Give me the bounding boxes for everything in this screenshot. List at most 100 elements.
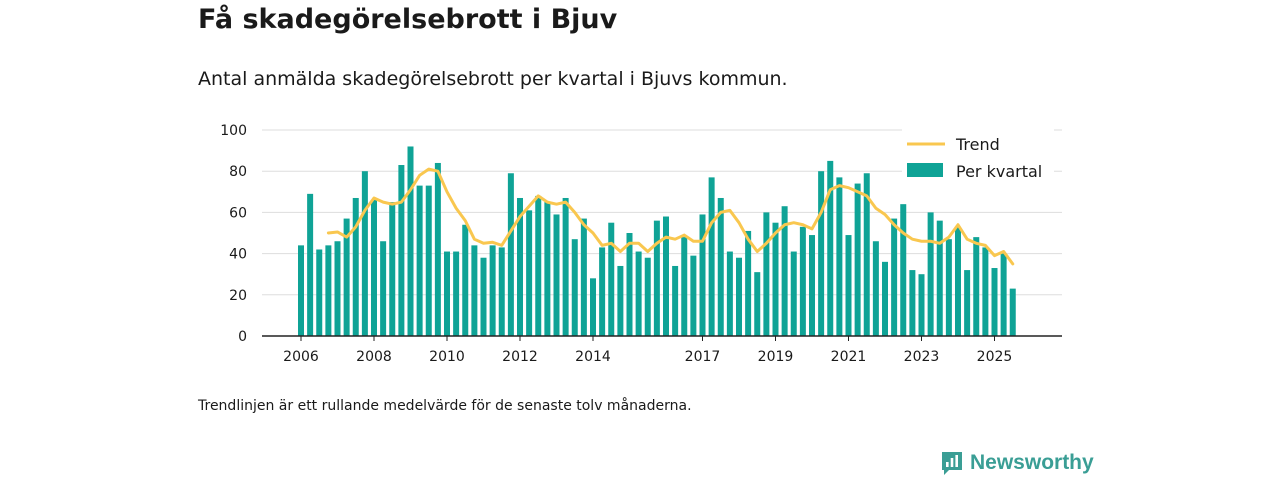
bar-57 (818, 171, 825, 336)
legend-label-per-kvartal: Per kvartal (956, 162, 1042, 181)
bar-53 (781, 206, 788, 336)
bar-54 (790, 251, 797, 336)
bar-56 (809, 235, 815, 336)
bar-5 (343, 218, 350, 336)
bar-78 (1009, 288, 1016, 336)
bar-50 (754, 272, 761, 336)
y-tick-label-80: 80 (229, 164, 247, 180)
bar-36 (626, 233, 633, 336)
trend-series (326, 167, 1015, 266)
bar-25 (526, 210, 533, 336)
bar-69 (927, 212, 934, 336)
bar-76 (991, 268, 998, 336)
bar-31 (580, 218, 587, 336)
bar-26 (535, 195, 542, 336)
bar-47 (726, 251, 733, 336)
bar-21 (489, 245, 496, 336)
bar-33 (599, 247, 606, 336)
bar-19 (471, 245, 478, 336)
bar-9 (380, 241, 387, 336)
bar-45 (708, 177, 715, 336)
x-tick-label-2012: 2012 (502, 349, 538, 365)
bar-30 (571, 239, 578, 336)
bar-68 (918, 274, 925, 336)
bar-59 (836, 177, 843, 336)
bar-35 (617, 265, 624, 336)
newsworthy-logo-icon (942, 452, 962, 475)
bar-40 (663, 216, 669, 336)
bar-29 (562, 197, 569, 336)
bar-2 (316, 249, 323, 336)
newsworthy-brand[interactable]: Newsworthy (940, 450, 1094, 476)
bar-61 (854, 183, 861, 336)
x-tick-label-2019: 2019 (758, 349, 794, 365)
bar-20 (480, 257, 487, 336)
bar-37 (635, 251, 642, 336)
legend: Trend Per kvartal (902, 128, 1054, 186)
legend-bar-swatch (907, 163, 943, 177)
bar-43 (690, 255, 697, 336)
bar-75 (982, 247, 989, 336)
bar-0 (298, 245, 304, 336)
bar-4 (334, 241, 341, 336)
bar-72 (955, 226, 961, 336)
brand-name: Newsworthy (970, 451, 1094, 474)
bar-46 (717, 197, 724, 336)
bar-70 (936, 220, 943, 336)
x-tick-label-2008: 2008 (356, 349, 392, 365)
bar-32 (590, 278, 596, 336)
bar-42 (681, 237, 688, 336)
x-tick-label-2025: 2025 (977, 349, 1013, 365)
bar-65 (891, 218, 898, 336)
bar-44 (699, 214, 706, 336)
bar-11 (398, 165, 405, 336)
bar-77 (1000, 253, 1007, 336)
bar-62 (863, 173, 870, 336)
bar-18 (462, 224, 469, 336)
x-tick-label-2017: 2017 (685, 349, 721, 365)
bar-60 (845, 235, 852, 336)
chart-subtitle: Antal anmälda skadegörelsebrott per kvar… (198, 68, 788, 90)
x-tick-label-2014: 2014 (575, 349, 611, 365)
x-tick-label-2010: 2010 (429, 349, 465, 365)
bar-7 (361, 171, 368, 336)
bar-series (298, 146, 1016, 336)
bar-14 (425, 185, 432, 336)
trend-line (326, 167, 1015, 266)
y-tick-label-40: 40 (229, 247, 247, 263)
bar-49 (745, 230, 752, 336)
bar-64 (882, 261, 888, 336)
x-tick-label-2021: 2021 (831, 349, 867, 365)
bar-line-chart: 0 20 40 60 80 100 2006 2008 2010 2012 2014 2017 2019… (220, 123, 1062, 365)
x-tick-label-2023: 2023 (904, 349, 940, 365)
bar-12 (407, 146, 414, 336)
bar-41 (672, 265, 679, 336)
chart-title: Få skadegörelsebrott i Bjuv (198, 4, 618, 35)
bar-17 (453, 251, 460, 336)
bar-34 (608, 222, 615, 336)
legend-label-trend: Trend (955, 135, 1000, 154)
bar-48 (736, 257, 742, 336)
bar-58 (827, 160, 834, 336)
bar-3 (325, 245, 332, 336)
bar-51 (763, 212, 770, 336)
bar-22 (498, 247, 505, 336)
bar-74 (973, 237, 980, 336)
bar-16 (444, 251, 450, 336)
bar-24 (517, 197, 523, 336)
bar-1 (307, 193, 314, 336)
axes: 0 20 40 60 80 100 2006 2008 2010 2012 2014 2017 2019… (220, 123, 1062, 365)
bar-38 (644, 257, 651, 336)
y-tick-label-0: 0 (238, 329, 247, 345)
bar-13 (416, 185, 423, 336)
bar-10 (389, 202, 396, 336)
bar-55 (799, 226, 806, 336)
bar-27 (544, 202, 551, 336)
bar-71 (945, 239, 952, 336)
bar-66 (900, 204, 907, 336)
bar-15 (434, 162, 441, 336)
bar-6 (352, 197, 359, 336)
bar-8 (371, 200, 377, 336)
y-tick-label-60: 60 (229, 205, 247, 221)
y-tick-label-20: 20 (229, 288, 247, 304)
